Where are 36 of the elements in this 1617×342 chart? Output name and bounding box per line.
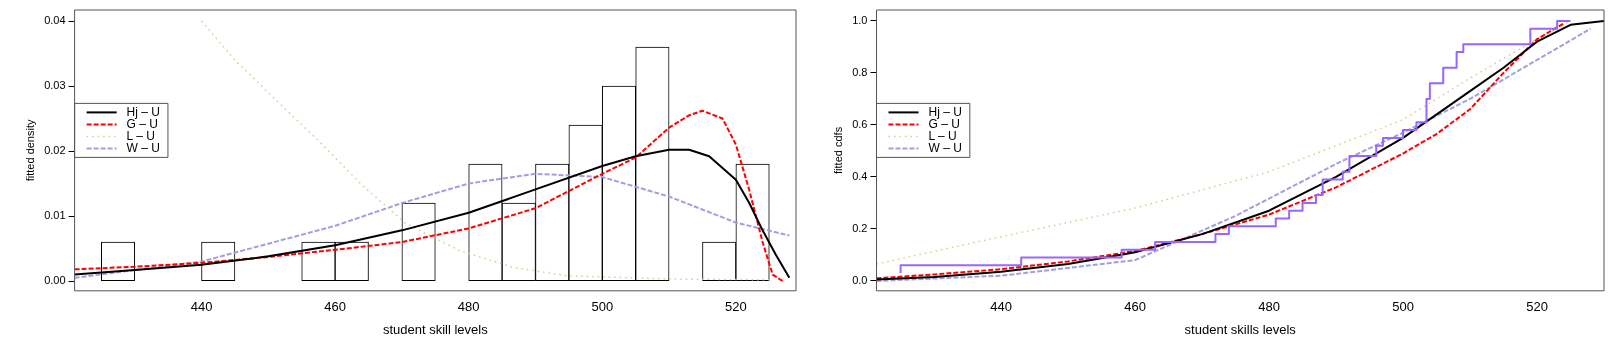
- legend-label: Hj – U: [126, 104, 160, 119]
- y-axis-title: fitted cdfs: [831, 126, 844, 174]
- legend-label: L – U: [126, 128, 155, 143]
- y-tick-label: 0.01: [44, 209, 66, 222]
- legend-label: G – U: [928, 116, 960, 131]
- legend-label: L – U: [928, 128, 957, 143]
- legend-label: G – U: [126, 116, 158, 131]
- x-tick-label: 460: [324, 299, 346, 315]
- y-tick-label: 0.04: [44, 14, 66, 27]
- y-tick-label: 0.6: [852, 117, 868, 130]
- y-tick-label: 1.0: [852, 13, 868, 26]
- legend-label: W – U: [126, 140, 160, 155]
- y-tick-label: 0.02: [44, 144, 66, 157]
- x-tick-label: 520: [1526, 299, 1548, 315]
- x-tick-label: 500: [1392, 299, 1414, 315]
- y-tick-label: 0.2: [852, 221, 868, 234]
- legend-label: Hj – U: [928, 104, 962, 119]
- y-tick-label: 0.00: [44, 274, 66, 287]
- line-series: [200, 20, 771, 281]
- y-tick-label: 0.0: [852, 273, 868, 286]
- legend-label: W – U: [928, 140, 962, 155]
- x-tick-label: 440: [190, 299, 213, 315]
- x-tick-label: 460: [1124, 299, 1146, 315]
- x-tick-label: 500: [591, 299, 614, 315]
- line-series: [74, 172, 791, 279]
- y-tick-label: 0.8: [852, 65, 868, 78]
- x-tick-label: 440: [990, 299, 1012, 315]
- x-tick-label: 480: [457, 299, 480, 315]
- x-axis-title: student skills levels: [1184, 321, 1297, 337]
- line-series: [74, 109, 784, 283]
- x-tick-label: 520: [725, 299, 747, 315]
- x-axis-title: student skill levels: [382, 321, 489, 337]
- y-tick-label: 0.03: [44, 79, 66, 92]
- y-axis-title: fitted density: [23, 119, 36, 182]
- y-tick-label: 0.4: [852, 169, 868, 182]
- x-tick-label: 480: [1258, 299, 1280, 315]
